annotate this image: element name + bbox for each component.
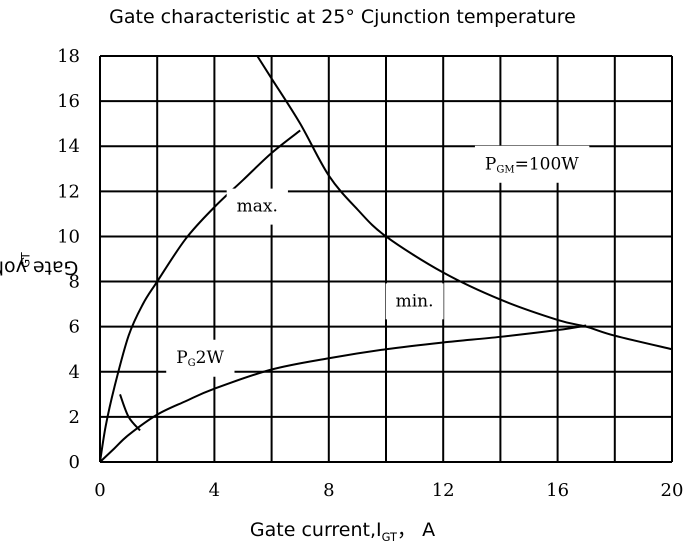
x-axis-label: Gate current,IGT， A: [249, 519, 436, 544]
y-tick-label: 10: [57, 226, 80, 247]
grid: [99, 55, 673, 463]
series-lines: [99, 55, 673, 463]
x-tick-label: 12: [432, 480, 455, 501]
y-tick-label: 14: [57, 136, 80, 157]
y-tick-label: 18: [57, 46, 80, 67]
annotation-pgm: PGM=100W: [474, 145, 590, 183]
y-tick-label: 12: [57, 181, 80, 202]
svg-text:PGM=100W: PGM=100W: [485, 154, 579, 175]
x-tick-label: 20: [661, 480, 684, 501]
pgm-power-curve: [256, 55, 673, 351]
chart-title: Gate characteristic at 25° Cjunction tem…: [109, 6, 576, 28]
x-tick-label: 0: [94, 480, 105, 501]
svg-text:max.: max.: [237, 197, 278, 217]
y-tick-label: 4: [69, 362, 80, 383]
svg-text:PG2W: PG2W: [176, 348, 224, 369]
annotations: max. min. PGM=100W PG2W: [166, 145, 590, 377]
x-tick-label: 4: [209, 480, 220, 501]
annotation-min: min.: [385, 283, 444, 320]
svg-text:min.: min.: [396, 291, 434, 311]
y-tick-label: 8: [69, 272, 80, 293]
tick-labels: 0 4 8 12 16 20 0 2 4 6 8 10 12 14 16 18: [57, 46, 683, 501]
y-tick-label: 2: [69, 407, 80, 428]
max-curve: [99, 129, 301, 463]
min-curve: [99, 324, 587, 463]
annotation-max: max.: [226, 188, 288, 225]
x-tick-label: 8: [323, 480, 334, 501]
x-tick-label: 16: [546, 480, 569, 501]
pg-power-curve: [119, 393, 141, 432]
y-tick-label: 16: [57, 91, 80, 112]
annotation-pg: PG2W: [166, 339, 235, 377]
y-tick-label: 6: [69, 317, 80, 338]
y-tick-label: 0: [69, 452, 80, 473]
